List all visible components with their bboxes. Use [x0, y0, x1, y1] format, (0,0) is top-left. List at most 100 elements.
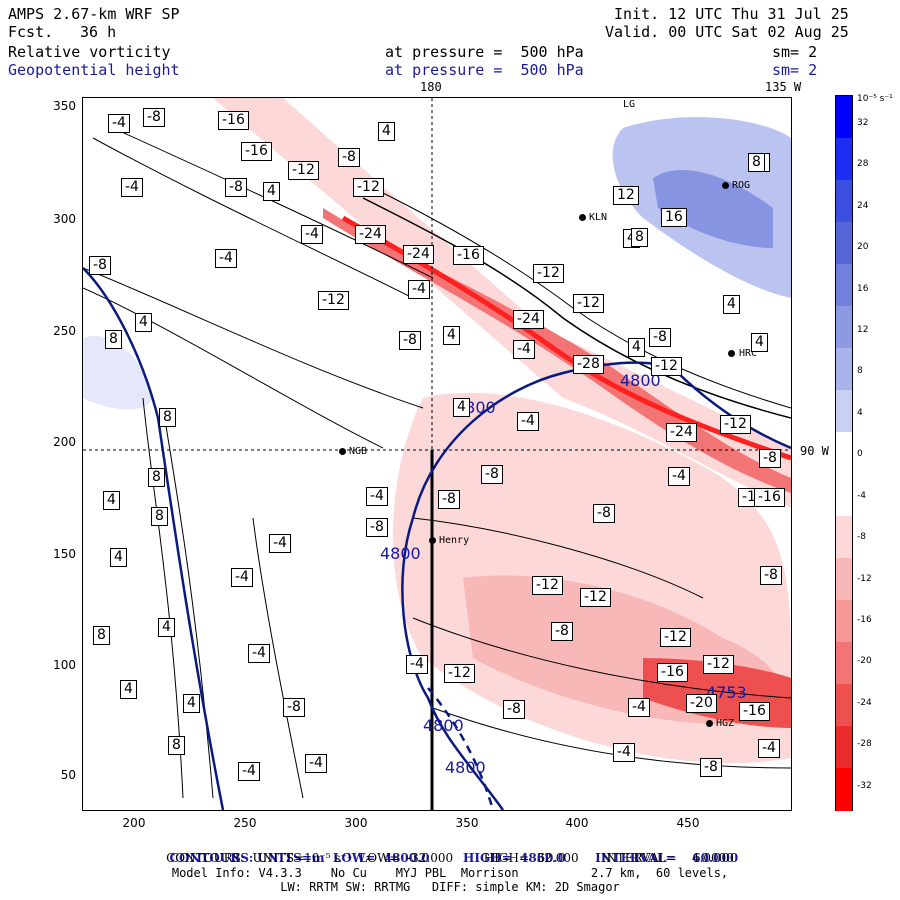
colorbar-unit: 10⁻⁵ s⁻¹: [857, 94, 893, 104]
height-contour-4800: [672, 367, 791, 450]
colorbar-label: -16: [857, 614, 872, 625]
vorticity-label: -4: [513, 340, 535, 359]
smoothing-1: sm= 2: [772, 43, 818, 61]
y-tick: 250: [53, 324, 76, 338]
colorbar-segment: [836, 180, 852, 223]
vorticity-label: 8: [151, 507, 168, 526]
vorticity-label: -8: [649, 328, 671, 347]
colorbar-label: 32: [857, 118, 869, 128]
vorticity-label: 4: [751, 333, 768, 352]
colorbar-segment: [836, 642, 852, 685]
colorbar-label: 24: [857, 200, 869, 211]
x-tick: 200: [122, 816, 146, 830]
vorticity-label: -4: [366, 487, 388, 506]
smoothing-2: sm= 2: [772, 61, 818, 79]
field-name-vorticity: Relative vorticity: [8, 43, 171, 61]
vorticity-label: -8: [143, 108, 165, 127]
vorticity-label: -8: [438, 490, 460, 509]
vorticity-label: 8: [748, 153, 765, 172]
vorticity-label: -4: [305, 754, 327, 773]
station-marker: [728, 350, 735, 357]
station-label: HGZ: [716, 718, 735, 729]
colorbar-segment: [836, 558, 852, 601]
vorticity-label: 12: [613, 186, 639, 205]
valid-time: Valid. 00 UTC Sat 02 Aug 25: [605, 23, 849, 41]
y-tick: 300: [53, 212, 76, 226]
colorbar-label: -4: [857, 490, 866, 501]
colorbar-segment: [836, 96, 852, 139]
vorticity-label: -4: [238, 762, 260, 781]
vorticity-label: 4: [110, 548, 127, 567]
vorticity-label: -24: [666, 423, 697, 442]
vorticity-label: 16: [661, 208, 687, 227]
vorticity-label: -8: [481, 465, 503, 484]
vorticity-label: 4: [723, 295, 740, 314]
colorbar-segment: [836, 306, 852, 349]
vorticity-label: -8: [338, 148, 360, 167]
vorticity-contour: [112, 127, 434, 279]
height-contour-dashed: [427, 687, 495, 810]
vorticity-label: -12: [444, 664, 475, 683]
vorticity-label: -12: [660, 628, 691, 647]
footer-contours-height: CONTOURS: UNITS=m LOW= 4800.0 HIGH= 4860…: [0, 837, 900, 865]
vorticity-label: -20: [686, 694, 717, 713]
meridian-180-label: 180: [420, 80, 442, 94]
colorbar-segment: [836, 432, 852, 475]
x-tick: 350: [455, 816, 479, 830]
station-marker: [339, 448, 346, 455]
vorticity-contour: [412, 617, 791, 699]
height-label: 4800: [423, 716, 464, 735]
station-label: Henry: [439, 535, 470, 546]
vorticity-label: 4: [158, 618, 175, 637]
vorticity-label: 8: [168, 736, 185, 755]
colorbar-segment: [836, 684, 852, 727]
colorbar-segment: [836, 726, 852, 769]
station-marker: [722, 182, 729, 189]
vorticity-contour: [412, 517, 704, 599]
vorticity-label: -8: [551, 622, 573, 641]
vorticity-label: -4: [517, 412, 539, 431]
x-tick: 450: [676, 816, 700, 830]
vorticity-label: -8: [503, 700, 525, 719]
y-tick: 350: [53, 99, 76, 113]
station-marker: [579, 214, 586, 221]
vorticity-label: -16: [453, 246, 484, 265]
vorticity-label: -16: [739, 702, 770, 721]
vorticity-contour: [83, 267, 424, 409]
vorticity-label: -12: [318, 291, 349, 310]
vorticity-label: -24: [513, 310, 544, 329]
vorticity-label: -4: [269, 534, 291, 553]
colorbar-label: -28: [857, 739, 872, 750]
positive-vorticity-patch: [83, 336, 153, 410]
vorticity-label: -4: [758, 739, 780, 758]
vorticity-label: 4: [453, 398, 470, 417]
colorbar-label: -32: [857, 780, 872, 791]
vorticity-label: -12: [703, 655, 734, 674]
meridian-90w-label: 90 W: [800, 444, 829, 458]
forecast-value: 36 h: [80, 23, 117, 41]
vorticity-label: -4: [108, 114, 130, 133]
colorbar-segment: [836, 390, 852, 433]
vorticity-label: -12: [580, 588, 611, 607]
vorticity-contour: [432, 707, 791, 769]
colorbar-label: -8: [857, 532, 866, 543]
vorticity-label: 8: [631, 228, 648, 247]
colorbar-label: 16: [857, 283, 869, 294]
vorticity-label: -8: [89, 256, 111, 275]
x-tick: 250: [233, 816, 257, 830]
vorticity-label: 4: [103, 491, 120, 510]
vorticity-label: -12: [532, 576, 563, 595]
colorbar-label: 28: [857, 159, 869, 170]
vorticity-label: -4: [406, 655, 428, 674]
colorbar-segment: [836, 474, 852, 517]
vorticity-label: 4: [443, 326, 460, 345]
colorbar-label: -24: [857, 697, 872, 708]
x-tick: 400: [565, 816, 589, 830]
vorticity-label: -4: [121, 178, 143, 197]
vorticity-label: -8: [760, 566, 782, 585]
vorticity-label: -16: [241, 142, 272, 161]
vorticity-label: 4: [378, 122, 395, 141]
vorticity-label: 4: [263, 182, 280, 201]
colorbar-segment: [836, 516, 852, 559]
vorticity-label: -4: [613, 743, 635, 762]
